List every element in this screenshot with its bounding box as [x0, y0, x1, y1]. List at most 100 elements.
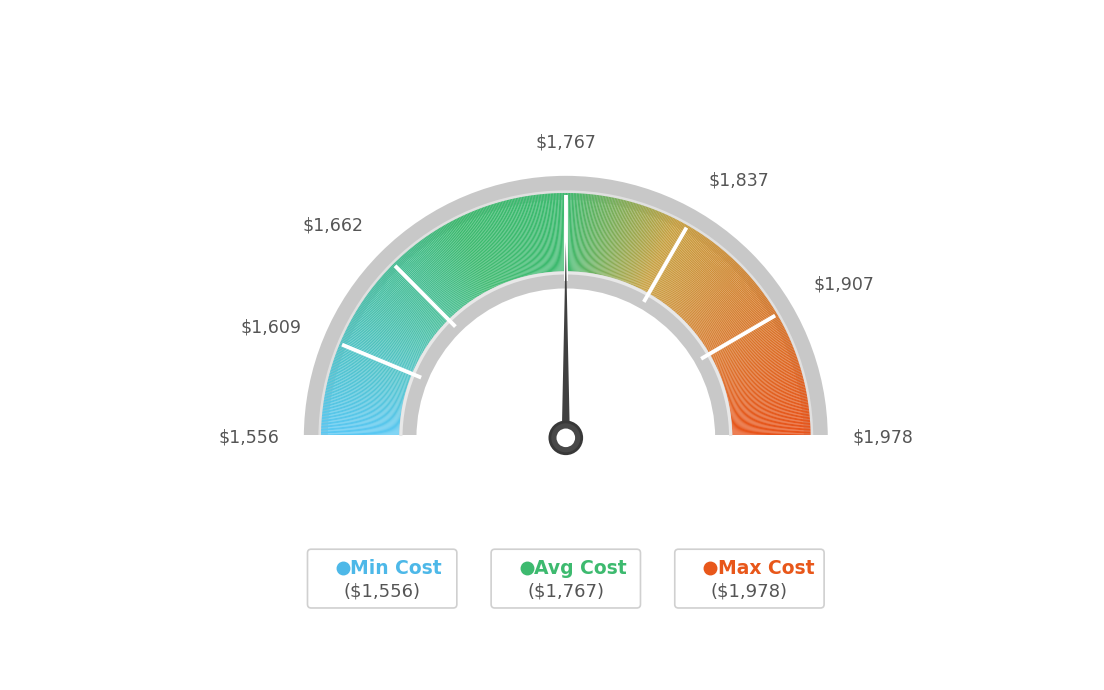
Wedge shape: [537, 195, 549, 287]
Wedge shape: [359, 306, 437, 357]
Wedge shape: [513, 198, 534, 290]
Wedge shape: [364, 297, 442, 352]
Wedge shape: [423, 238, 478, 315]
Wedge shape: [329, 374, 420, 399]
Wedge shape: [360, 304, 438, 355]
Wedge shape: [333, 359, 422, 390]
Wedge shape: [667, 255, 730, 325]
Wedge shape: [592, 197, 608, 288]
Wedge shape: [436, 230, 486, 309]
Wedge shape: [444, 225, 491, 306]
Wedge shape: [528, 196, 543, 288]
Wedge shape: [405, 252, 467, 324]
Wedge shape: [339, 344, 426, 380]
Wedge shape: [699, 319, 781, 365]
Polygon shape: [562, 242, 570, 453]
Wedge shape: [338, 346, 425, 382]
Wedge shape: [628, 215, 667, 299]
Text: $1,837: $1,837: [709, 171, 769, 189]
Wedge shape: [580, 194, 591, 287]
Wedge shape: [523, 197, 540, 288]
Wedge shape: [490, 204, 520, 293]
Wedge shape: [676, 269, 744, 334]
Wedge shape: [340, 341, 426, 378]
Wedge shape: [715, 392, 807, 411]
Wedge shape: [540, 194, 551, 287]
Wedge shape: [401, 256, 464, 326]
Wedge shape: [349, 322, 432, 367]
Wedge shape: [323, 400, 416, 415]
Wedge shape: [535, 195, 548, 287]
Wedge shape: [633, 218, 676, 302]
Wedge shape: [357, 309, 436, 359]
Wedge shape: [707, 346, 794, 382]
Wedge shape: [619, 208, 654, 296]
Wedge shape: [498, 202, 524, 292]
Wedge shape: [715, 398, 808, 414]
Wedge shape: [658, 244, 715, 318]
Wedge shape: [673, 266, 741, 332]
Wedge shape: [481, 208, 514, 295]
Wedge shape: [598, 199, 619, 290]
Wedge shape: [482, 207, 516, 295]
Wedge shape: [329, 375, 420, 400]
Wedge shape: [565, 193, 567, 286]
Wedge shape: [416, 244, 474, 318]
Wedge shape: [599, 199, 623, 290]
Wedge shape: [326, 391, 417, 409]
Wedge shape: [594, 197, 613, 289]
Wedge shape: [716, 407, 809, 420]
Wedge shape: [700, 324, 783, 368]
Wedge shape: [499, 202, 526, 292]
Wedge shape: [708, 349, 795, 384]
Wedge shape: [715, 401, 808, 416]
Text: ($1,556): ($1,556): [343, 582, 421, 600]
Wedge shape: [701, 325, 784, 369]
Wedge shape: [718, 435, 810, 437]
Wedge shape: [581, 194, 592, 287]
Wedge shape: [491, 204, 521, 293]
Wedge shape: [659, 244, 718, 319]
Wedge shape: [414, 244, 473, 319]
Wedge shape: [549, 193, 556, 286]
Wedge shape: [678, 273, 747, 336]
Wedge shape: [572, 193, 576, 286]
Wedge shape: [694, 308, 774, 358]
Wedge shape: [399, 258, 463, 327]
Wedge shape: [556, 193, 561, 286]
Wedge shape: [718, 418, 810, 426]
Wedge shape: [664, 250, 724, 322]
Wedge shape: [529, 195, 544, 288]
Wedge shape: [520, 197, 539, 288]
Wedge shape: [406, 251, 468, 323]
Wedge shape: [705, 341, 792, 378]
Wedge shape: [624, 211, 660, 298]
Wedge shape: [350, 322, 433, 366]
Wedge shape: [347, 328, 431, 371]
Wedge shape: [716, 408, 809, 421]
Wedge shape: [381, 276, 452, 338]
Wedge shape: [321, 426, 414, 431]
Wedge shape: [365, 297, 442, 351]
Wedge shape: [588, 196, 604, 288]
Wedge shape: [410, 248, 470, 321]
Wedge shape: [614, 206, 645, 294]
Wedge shape: [480, 208, 513, 295]
Wedge shape: [335, 356, 423, 388]
Wedge shape: [704, 338, 789, 377]
Wedge shape: [676, 268, 743, 333]
Wedge shape: [507, 200, 530, 290]
Wedge shape: [703, 332, 787, 373]
Wedge shape: [544, 194, 553, 286]
Wedge shape: [325, 395, 416, 412]
Wedge shape: [716, 402, 808, 417]
Wedge shape: [709, 353, 796, 386]
Wedge shape: [392, 265, 458, 331]
Wedge shape: [321, 420, 414, 427]
Wedge shape: [644, 228, 693, 308]
Wedge shape: [655, 239, 711, 315]
Wedge shape: [646, 230, 697, 310]
Wedge shape: [670, 260, 735, 328]
Wedge shape: [454, 219, 497, 303]
Wedge shape: [325, 397, 416, 413]
